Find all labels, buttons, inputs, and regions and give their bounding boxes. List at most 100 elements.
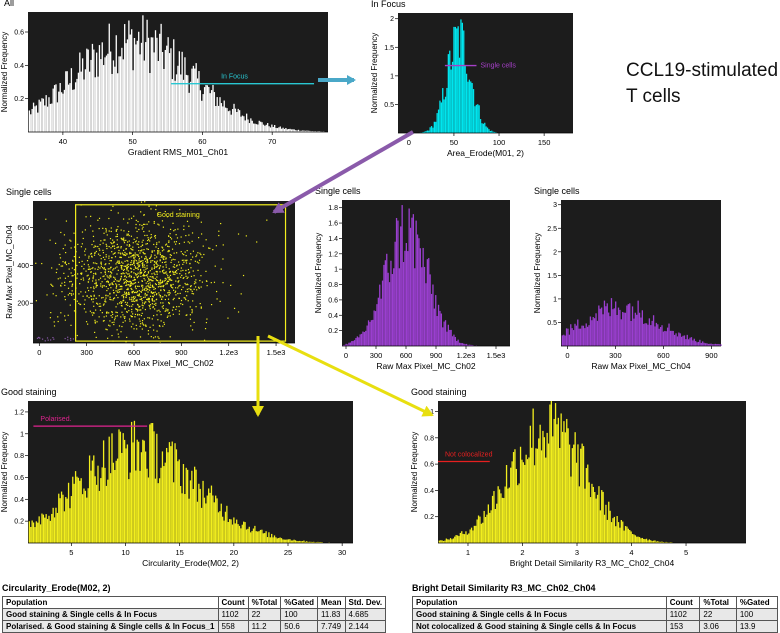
- histogram-bar: [404, 250, 406, 346]
- scatter-point: [146, 294, 148, 297]
- scatter-point: [129, 280, 131, 282]
- scatter-point: [104, 299, 106, 301]
- histogram-bar: [299, 130, 301, 132]
- scatter-point: [78, 293, 80, 295]
- scatter-point: [131, 288, 133, 291]
- histogram-bar: [353, 340, 356, 346]
- scatter-point: [140, 271, 143, 273]
- scatter-point: [126, 280, 129, 282]
- histogram-bar: [630, 321, 632, 346]
- scatter-point: [110, 209, 112, 211]
- histogram-bar: [433, 121, 435, 133]
- scatter-point: [106, 247, 108, 250]
- histogram-bar: [208, 488, 210, 543]
- scatter-point: [127, 284, 129, 286]
- scatter-point: [167, 276, 169, 279]
- scatter-point: [92, 278, 94, 280]
- histogram-bar: [689, 337, 691, 346]
- scatter-point: [100, 297, 103, 299]
- scatter-point: [109, 260, 111, 262]
- histogram-bar: [237, 524, 239, 543]
- scatter-point: [145, 243, 147, 245]
- scatter-point: [159, 325, 161, 327]
- scatter-point: [105, 301, 107, 303]
- scatter-point: [98, 227, 100, 230]
- scatter-point: [54, 242, 57, 244]
- histogram-bar: [254, 123, 256, 132]
- scatter-point: [158, 309, 160, 311]
- histogram-bar: [109, 473, 112, 543]
- histogram-bar: [529, 425, 531, 543]
- scatter-point: [71, 283, 74, 285]
- histogram-bar: [486, 514, 488, 543]
- histogram-bar: [442, 327, 444, 346]
- histogram-bar: [108, 23, 110, 133]
- histogram-bar: [471, 83, 473, 133]
- scatter-point: [123, 230, 125, 232]
- scatter-point: [118, 249, 120, 252]
- scatter-point: [162, 226, 164, 228]
- histogram-bar: [146, 19, 148, 132]
- histogram-bar: [408, 208, 410, 346]
- scatter-point: [195, 255, 197, 258]
- histogram-bar: [462, 533, 464, 543]
- histogram-bar: [206, 495, 208, 543]
- histogram-bar: [90, 470, 92, 543]
- histogram-bar: [215, 106, 217, 132]
- scatter-point: [118, 283, 120, 286]
- scatter-point: [129, 251, 131, 254]
- histogram-bar: [175, 74, 178, 132]
- scatter-point: [148, 279, 150, 282]
- scatter-point: [179, 209, 181, 211]
- scatter-point: [116, 266, 118, 268]
- histogram-bar: [320, 541, 322, 543]
- scatter-point: [52, 285, 54, 287]
- scatter-point: [111, 310, 113, 313]
- scatter-point: [131, 300, 133, 302]
- scatter-point: [60, 265, 62, 267]
- scatter-point: [169, 236, 172, 239]
- histogram-bar: [177, 461, 179, 543]
- histogram-bar: [433, 308, 435, 346]
- x-tick-label: 15: [175, 548, 183, 557]
- histogram-bar: [302, 130, 304, 132]
- scatter-point: [184, 297, 186, 299]
- scatter-point: [137, 272, 139, 274]
- histogram-bar: [77, 477, 80, 543]
- scatter-point: [189, 318, 192, 320]
- scatter-point: [134, 313, 137, 316]
- scatter-point: [128, 256, 130, 258]
- scatter-point: [122, 294, 124, 296]
- scatter-point: [124, 260, 126, 262]
- scatter-point: [88, 268, 90, 270]
- scatter-point: [151, 292, 153, 294]
- histogram-bar: [304, 541, 306, 543]
- scatter-point: [80, 291, 82, 293]
- histogram-bar: [272, 537, 274, 543]
- scatter-point: [157, 253, 159, 255]
- scatter-point: [70, 293, 72, 295]
- histogram-bar: [170, 48, 172, 133]
- scatter-point: [125, 294, 128, 297]
- scatter-point: [195, 306, 197, 308]
- histogram-bar: [383, 264, 385, 346]
- histogram-bar: [195, 469, 197, 543]
- y-tick-label: 1: [553, 296, 557, 303]
- scatter-point: [150, 256, 152, 258]
- plot-area: [398, 13, 573, 133]
- scatter-point: [153, 250, 155, 252]
- histogram-bar: [199, 90, 202, 132]
- scatter-point: [72, 259, 74, 261]
- histogram-bar: [539, 424, 541, 543]
- histogram-bar: [166, 45, 168, 132]
- scatter-point: [170, 261, 172, 264]
- scatter-point: [176, 264, 178, 266]
- histogram-bar: [479, 516, 481, 543]
- x-tick-label: 5: [69, 548, 73, 557]
- histogram-bar: [259, 529, 262, 543]
- histogram-bar: [577, 319, 579, 346]
- flow-arrow-infocus-to-scatter: [272, 130, 414, 214]
- scatter-point: [172, 273, 175, 275]
- scatter-point: [161, 250, 164, 252]
- scatter-point: [196, 254, 198, 256]
